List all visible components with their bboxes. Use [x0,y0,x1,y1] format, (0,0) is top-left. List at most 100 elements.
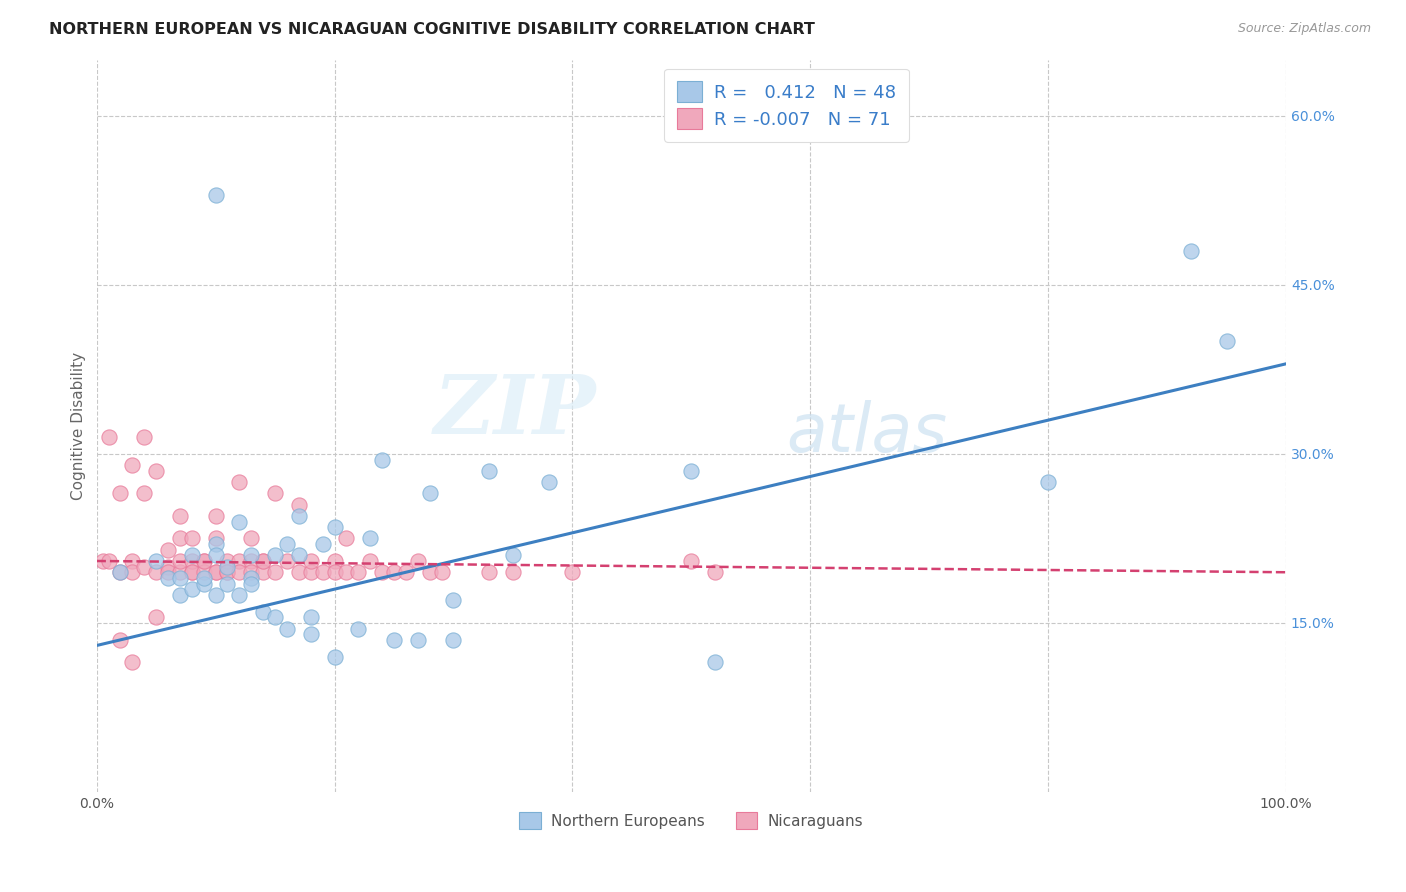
Point [193,554,215,568]
Point [502,549,524,563]
Point [180,566,202,580]
Point [204,532,226,546]
Point [299,610,322,624]
Point [299,554,322,568]
Point [169,566,191,580]
Point [180,554,202,568]
Point [537,475,560,489]
Point [193,566,215,580]
Text: NORTHERN EUROPEAN VS NICARAGUAN COGNITIVE DISABILITY CORRELATION CHART: NORTHERN EUROPEAN VS NICARAGUAN COGNITIV… [49,22,815,37]
Text: ZIP: ZIP [433,371,596,451]
Point [228,566,250,580]
Point [359,532,381,546]
Point [347,622,370,636]
Point [502,566,524,580]
Point [276,537,298,551]
Y-axis label: Cognitive Disability: Cognitive Disability [72,351,86,500]
Point [419,486,441,500]
Point [228,554,250,568]
Point [204,537,226,551]
Point [681,464,703,478]
Point [180,582,202,596]
Point [252,566,274,580]
Point [217,576,239,591]
Point [145,554,167,568]
Point [288,549,311,563]
Point [217,566,239,580]
Point [347,566,370,580]
Point [1036,475,1059,489]
Point [169,532,191,546]
Point [204,588,226,602]
Point [382,566,405,580]
Point [217,559,239,574]
Point [204,508,226,523]
Point [193,571,215,585]
Point [240,576,263,591]
Point [240,532,263,546]
Point [228,515,250,529]
Text: atlas: atlas [786,401,948,467]
Point [180,566,202,580]
Point [478,464,501,478]
Point [145,464,167,478]
Point [157,542,180,557]
Point [157,571,180,585]
Point [240,571,263,585]
Point [240,566,263,580]
Point [204,549,226,563]
Point [288,508,311,523]
Point [406,632,429,647]
Point [252,554,274,568]
Point [288,566,311,580]
Point [204,187,226,202]
Point [169,554,191,568]
Point [110,566,132,580]
Point [240,549,263,563]
Point [419,566,441,580]
Point [252,554,274,568]
Point [323,520,346,534]
Point [169,588,191,602]
Point [169,508,191,523]
Point [134,486,156,500]
Point [1180,244,1202,259]
Point [323,566,346,580]
Point [97,430,120,444]
Point [264,486,287,500]
Point [169,571,191,585]
Point [371,452,394,467]
Point [193,554,215,568]
Point [288,498,311,512]
Point [91,554,114,568]
Point [443,632,465,647]
Point [299,566,322,580]
Point [204,566,226,580]
Point [299,627,322,641]
Point [217,554,239,568]
Point [561,566,583,580]
Point [704,656,727,670]
Point [228,475,250,489]
Point [145,610,167,624]
Point [681,554,703,568]
Point [443,593,465,607]
Point [335,566,357,580]
Point [110,566,132,580]
Point [264,610,287,624]
Point [157,566,180,580]
Point [395,566,418,580]
Point [311,566,333,580]
Point [371,566,394,580]
Point [264,549,287,563]
Legend: Northern Europeans, Nicaraguans: Northern Europeans, Nicaraguans [513,805,869,836]
Point [157,559,180,574]
Point [180,532,202,546]
Point [323,554,346,568]
Point [217,566,239,580]
Point [430,566,453,580]
Point [97,554,120,568]
Point [121,458,143,473]
Point [478,566,501,580]
Point [228,588,250,602]
